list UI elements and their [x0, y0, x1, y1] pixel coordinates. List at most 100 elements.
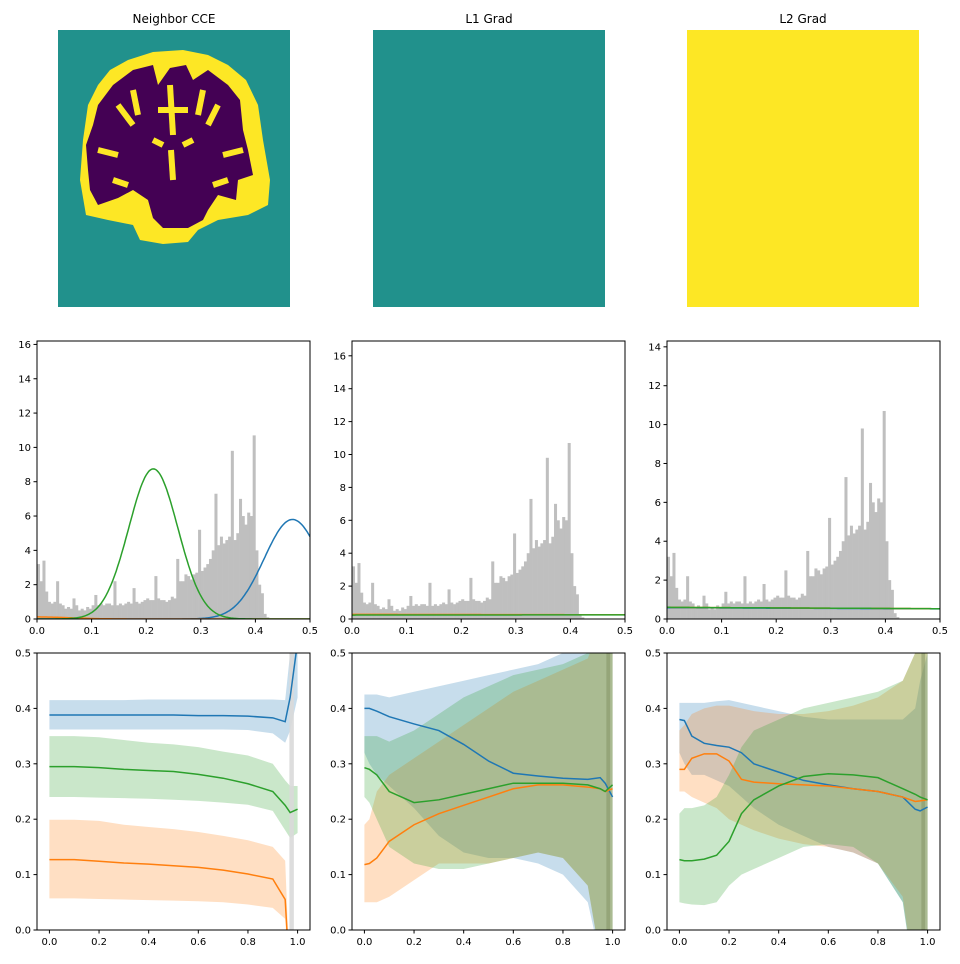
histogram-bar: [371, 583, 374, 619]
x-tick-label: 0.6: [505, 937, 521, 948]
histogram-bar: [521, 566, 524, 619]
x-tick-label: 0.4: [456, 937, 472, 948]
histogram-bar: [154, 576, 157, 619]
histogram-bar: [195, 573, 198, 619]
histogram-bar: [831, 565, 834, 619]
histogram-bar: [113, 581, 116, 619]
axes-frame: [37, 341, 310, 619]
histogram-bar: [116, 605, 119, 619]
histogram-bar: [834, 561, 837, 619]
y-tick-label: 14: [333, 384, 346, 395]
histogram-bar: [866, 522, 869, 619]
x-tick-label: 0.8: [555, 937, 571, 948]
density-curve-green: [37, 469, 310, 619]
y-tick-label: 12: [648, 381, 661, 392]
histogram-bar: [437, 606, 440, 619]
histogram-bar: [42, 561, 45, 619]
histogram-bar: [681, 602, 684, 619]
histogram-bar: [508, 576, 511, 619]
y-tick-label: 0.5: [15, 649, 31, 660]
histogram-bar: [146, 598, 149, 619]
segmentation-image: [373, 30, 605, 307]
histogram-bar: [828, 518, 831, 619]
histogram-bar: [672, 553, 675, 619]
histogram-bar: [538, 547, 541, 619]
histogram-bar: [568, 443, 571, 619]
histogram-bar: [72, 598, 75, 619]
histogram-bar: [467, 601, 470, 619]
histogram-bar: [250, 516, 253, 619]
y-tick-label: 0.4: [645, 704, 661, 715]
y-tick-label: 2: [25, 580, 31, 591]
x-tick-label: 0.5: [302, 626, 318, 637]
histogram-bar: [439, 604, 442, 619]
y-tick-label: 6: [655, 498, 661, 509]
histogram-bar: [108, 604, 111, 619]
histogram-bar: [735, 602, 738, 619]
histogram-bar: [236, 533, 239, 619]
y-tick-label: 12: [18, 409, 31, 420]
x-tick-label: 0.1: [399, 626, 415, 637]
histogram-bar: [264, 614, 267, 619]
histogram-bar: [122, 605, 125, 619]
histogram-bar: [812, 576, 815, 619]
y-tick-label: 4: [340, 549, 346, 560]
brain-segmentation: [80, 50, 270, 244]
x-tick-label: 0.1: [714, 626, 730, 637]
histogram-bar: [157, 598, 160, 619]
histogram-bar: [546, 458, 549, 619]
x-tick-label: 0.5: [617, 626, 633, 637]
histogram-bar: [377, 606, 380, 619]
histogram-bar: [494, 583, 497, 619]
y-tick-label: 0.2: [645, 815, 661, 826]
histogram-bar: [152, 600, 155, 619]
histogram-bar: [428, 583, 431, 619]
histogram-bar: [864, 530, 867, 619]
x-tick-label: 0.5: [932, 626, 948, 637]
y-tick-label: 0: [25, 615, 31, 626]
histogram-bar: [752, 603, 755, 619]
histogram-bar: [165, 602, 168, 619]
histogram-bar: [206, 564, 209, 619]
histogram-bar: [888, 580, 891, 619]
histogram-bar: [683, 600, 686, 619]
y-tick-label: 0.1: [645, 870, 661, 881]
histogram-bar: [143, 600, 146, 619]
y-tick-label: 0.1: [15, 870, 31, 881]
y-tick-label: 0: [655, 615, 661, 626]
histogram-bar: [355, 583, 358, 619]
histogram-bar: [730, 602, 733, 619]
x-tick-label: 0.2: [721, 937, 737, 948]
histogram-bar: [885, 541, 888, 619]
histogram-bar: [255, 550, 258, 619]
histogram-bar: [801, 594, 804, 619]
histogram-bar: [483, 601, 486, 619]
histogram-bar: [135, 602, 138, 619]
histogram-bar: [261, 593, 264, 619]
x-tick-label: 0.1: [84, 626, 100, 637]
histogram-bar: [187, 576, 190, 619]
panel-title: L1 Grad: [465, 12, 512, 26]
x-tick-label: 0.4: [141, 937, 157, 948]
histogram-bar: [757, 600, 760, 619]
histogram-bar: [853, 533, 856, 619]
histogram-bar: [513, 533, 516, 619]
histogram-bar: [516, 573, 519, 619]
y-tick-label: 0.5: [645, 649, 661, 660]
histogram-bar: [253, 435, 256, 619]
histogram-bar: [119, 604, 122, 619]
histogram-bar: [820, 574, 823, 619]
histogram-bar: [111, 605, 114, 619]
y-tick-label: 16: [18, 340, 31, 351]
histogram-bar: [374, 604, 377, 619]
histogram-bar: [559, 529, 562, 619]
y-tick-label: 4: [25, 546, 31, 557]
y-tick-label: 0.4: [15, 704, 31, 715]
y-tick-label: 0.1: [330, 870, 346, 881]
histogram-bar: [242, 516, 245, 619]
histogram-bar: [472, 599, 475, 619]
y-tick-label: 0.3: [645, 759, 661, 770]
panel-title: Neighbor CCE: [133, 12, 216, 26]
histogram-bar: [53, 602, 56, 619]
